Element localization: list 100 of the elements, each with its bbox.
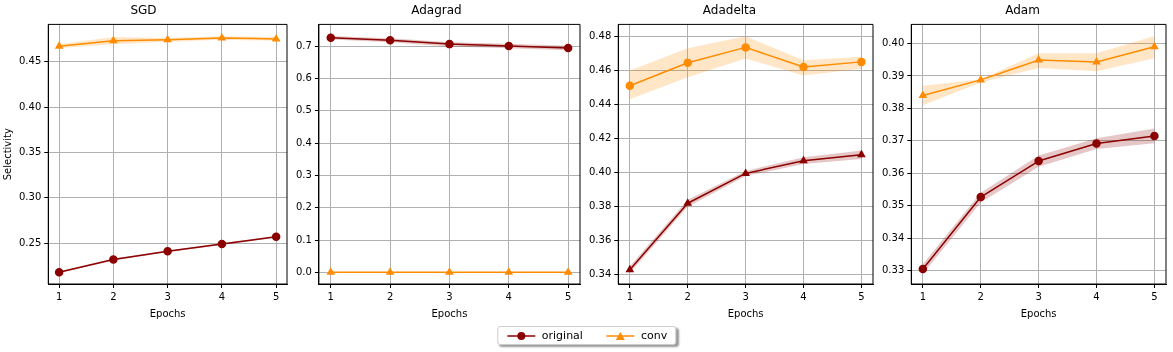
point <box>1092 139 1101 148</box>
legend-label: original <box>541 329 583 342</box>
y-tick-label: 0.34 <box>589 268 612 280</box>
x-tick-label: 2 <box>684 290 691 302</box>
y-tick-label: 0.1 <box>296 233 312 245</box>
point <box>163 247 172 256</box>
chart-title: SGD <box>130 3 157 18</box>
point <box>918 264 928 274</box>
y-tick-label: 0.37 <box>882 134 905 146</box>
y-tick-label: 0.40 <box>882 37 905 49</box>
x-tick-label: 1 <box>55 290 63 302</box>
point <box>1150 42 1159 50</box>
y-tick-label: 0.46 <box>589 63 612 75</box>
point <box>109 36 118 44</box>
y-tick-label: 0.44 <box>589 98 612 110</box>
point <box>445 39 454 49</box>
x-tick-label: 4 <box>1093 290 1100 302</box>
x-tick-label: 2 <box>110 290 117 302</box>
x-tick-label: 3 <box>1035 290 1042 302</box>
x-tick-label: 5 <box>272 290 280 302</box>
y-tick-label: 0.5 <box>296 104 312 116</box>
point <box>1034 55 1043 63</box>
x-axis-title: Epochs <box>727 307 764 319</box>
point <box>563 43 573 53</box>
point <box>505 268 513 275</box>
point <box>976 75 985 83</box>
x-tick-label: 4 <box>218 290 226 302</box>
y-tick-label: 0.39 <box>882 69 905 81</box>
y-tick-label: 0.3 <box>296 168 312 180</box>
y-tick-label: 0.30 <box>19 191 42 203</box>
point <box>799 156 808 164</box>
point <box>625 81 635 90</box>
x-axis-title: Epochs <box>431 307 468 319</box>
point <box>1034 156 1043 166</box>
y-tick-label: 0.4 <box>296 136 312 148</box>
y-tick-label: 0.48 <box>589 29 612 41</box>
x-tick-label: 5 <box>858 290 865 302</box>
point <box>55 41 63 49</box>
point <box>919 91 927 98</box>
x-tick-label: 1 <box>626 290 634 302</box>
point <box>799 62 808 72</box>
y-axis-title: Selectivity <box>1 128 13 181</box>
point <box>683 199 692 206</box>
chart-title: Adagrad <box>411 3 462 18</box>
point <box>163 35 172 43</box>
point <box>218 33 226 41</box>
x-tick-label: 5 <box>1151 290 1158 302</box>
y-tick-label: 0.40 <box>589 166 612 178</box>
point <box>741 169 750 176</box>
x-tick-label: 3 <box>446 290 453 302</box>
y-tick-label: 0.42 <box>589 132 612 144</box>
point <box>626 265 634 273</box>
x-tick-label: 3 <box>742 290 749 302</box>
point <box>1092 57 1101 65</box>
x-tick-label: 5 <box>564 290 572 302</box>
point <box>857 57 866 67</box>
y-tick-label: 0.36 <box>882 166 905 178</box>
x-tick-label: 2 <box>977 290 984 302</box>
y-tick-label: 0.25 <box>19 236 42 248</box>
x-axis-title: Epochs <box>149 307 186 319</box>
y-tick-label: 0.35 <box>19 145 42 157</box>
y-tick-label: 0.34 <box>882 231 905 243</box>
point <box>271 232 281 242</box>
point <box>385 35 395 45</box>
point <box>741 43 750 52</box>
point <box>504 41 514 51</box>
point <box>109 255 118 264</box>
y-tick-label: 0.2 <box>296 201 312 213</box>
point <box>564 268 572 275</box>
y-tick-label: 0.45 <box>19 55 42 67</box>
x-tick-label: 4 <box>800 290 807 302</box>
y-tick-label: 0.38 <box>882 102 905 114</box>
point <box>326 268 335 275</box>
legend-label: conv <box>640 329 668 342</box>
point <box>386 268 394 275</box>
x-axis-title: Epochs <box>1020 307 1057 319</box>
y-tick-label: 0.40 <box>19 100 42 112</box>
y-tick-label: 0.36 <box>589 234 612 246</box>
point <box>976 192 985 202</box>
y-tick-label: 0.33 <box>882 264 905 276</box>
point <box>683 58 692 67</box>
y-tick-label: 0.35 <box>882 199 905 211</box>
y-tick-label: 0.38 <box>589 200 612 212</box>
y-tick-label: 0.0 <box>296 265 312 277</box>
point <box>445 268 454 275</box>
x-tick-label: 1 <box>327 290 334 302</box>
x-tick-label: 4 <box>505 290 512 302</box>
x-tick-label: 3 <box>164 290 171 302</box>
point <box>217 239 227 249</box>
chart-title: Adadelta <box>702 3 757 18</box>
point <box>857 150 866 158</box>
point <box>1150 131 1159 141</box>
x-tick-label: 2 <box>386 290 394 302</box>
chart-title: Adam <box>1005 3 1040 18</box>
y-tick-label: 0.6 <box>296 71 312 83</box>
y-tick-label: 0.7 <box>296 39 312 51</box>
point <box>54 267 64 277</box>
point <box>272 34 280 42</box>
point <box>326 33 336 42</box>
x-tick-label: 1 <box>919 290 927 302</box>
